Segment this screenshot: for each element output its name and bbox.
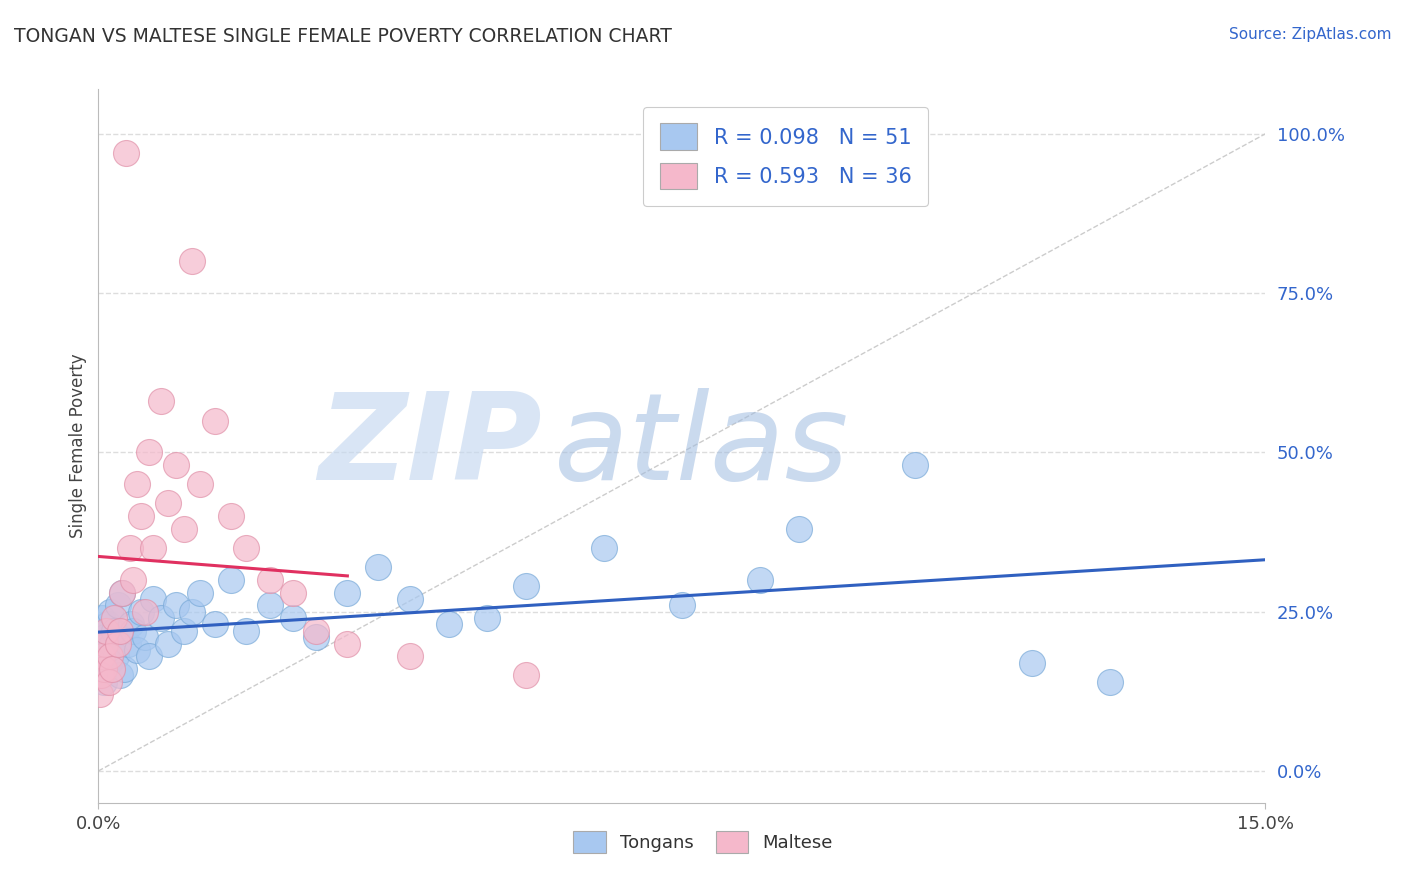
Point (97, 617, 120, 632)
Point (219, 509, 242, 524)
Point (117, 636, 139, 650)
Point (671, 599, 693, 613)
Point (142, 591, 165, 606)
Point (108, 668, 131, 682)
Point (748, 573, 770, 587)
Point (90, 636, 112, 650)
Point (142, 541, 165, 555)
Point (515, 668, 537, 682)
Point (149, 611, 172, 625)
Legend: Tongans, Maltese: Tongans, Maltese (567, 824, 839, 861)
Point (103, 624, 125, 638)
Point (114, 145, 136, 160)
Point (336, 585, 359, 599)
Point (904, 458, 927, 472)
Point (127, 643, 149, 657)
Text: TONGAN VS MALTESE SINGLE FEMALE POVERTY CORRELATION CHART: TONGAN VS MALTESE SINGLE FEMALE POVERTY … (14, 27, 672, 45)
Point (149, 394, 172, 409)
Point (89, 688, 111, 702)
Point (134, 630, 156, 644)
Point (281, 585, 304, 599)
Point (101, 662, 124, 676)
Point (93, 674, 115, 689)
Point (112, 662, 135, 676)
Point (515, 579, 537, 593)
Point (107, 599, 129, 613)
Point (93, 662, 115, 676)
Point (91, 649, 114, 664)
Point (477, 611, 499, 625)
Point (127, 477, 149, 491)
Point (93, 636, 115, 650)
Point (235, 624, 257, 638)
Point (1098, 674, 1121, 689)
Point (157, 636, 180, 650)
Point (787, 522, 810, 536)
Text: Source: ZipAtlas.com: Source: ZipAtlas.com (1229, 27, 1392, 42)
Point (91, 611, 114, 625)
Point (93, 630, 115, 644)
Point (281, 611, 304, 625)
Point (173, 624, 195, 638)
Point (180, 605, 202, 619)
Point (138, 445, 160, 459)
Point (593, 541, 616, 555)
Point (122, 624, 145, 638)
Point (165, 599, 187, 613)
Point (98, 605, 121, 619)
Point (100, 636, 122, 650)
Point (1021, 656, 1043, 670)
Point (157, 496, 180, 510)
Legend: R = 0.098   N = 51, R = 0.593   N = 36: R = 0.098 N = 51, R = 0.593 N = 36 (643, 107, 928, 206)
Point (107, 636, 129, 650)
Point (204, 617, 226, 632)
Point (398, 591, 420, 606)
Point (96, 624, 118, 638)
Text: atlas: atlas (554, 387, 849, 505)
Point (188, 585, 211, 599)
Point (104, 649, 127, 664)
Point (235, 541, 257, 555)
Point (90, 668, 112, 682)
Point (336, 636, 359, 650)
Point (367, 560, 389, 574)
Point (165, 458, 187, 472)
Point (129, 605, 152, 619)
Point (118, 541, 141, 555)
Point (97, 674, 120, 689)
Point (305, 624, 328, 638)
Point (96, 643, 118, 657)
Point (122, 573, 145, 587)
Point (129, 509, 152, 524)
Point (398, 649, 420, 664)
Point (120, 617, 142, 632)
Point (188, 477, 211, 491)
Text: ZIP: ZIP (318, 387, 541, 505)
Point (91, 662, 114, 676)
Point (111, 585, 134, 599)
Point (259, 573, 281, 587)
Point (103, 611, 125, 625)
Y-axis label: Single Female Poverty: Single Female Poverty (69, 354, 87, 538)
Point (138, 649, 160, 664)
Point (134, 605, 156, 619)
Point (90, 649, 112, 664)
Point (108, 624, 131, 638)
Point (89, 624, 111, 638)
Point (111, 585, 134, 599)
Point (173, 522, 195, 536)
Point (180, 254, 202, 268)
Point (305, 630, 328, 644)
Point (259, 599, 281, 613)
Point (97, 656, 120, 670)
Point (437, 617, 460, 632)
Point (98, 649, 121, 664)
Point (219, 573, 242, 587)
Point (204, 413, 226, 427)
